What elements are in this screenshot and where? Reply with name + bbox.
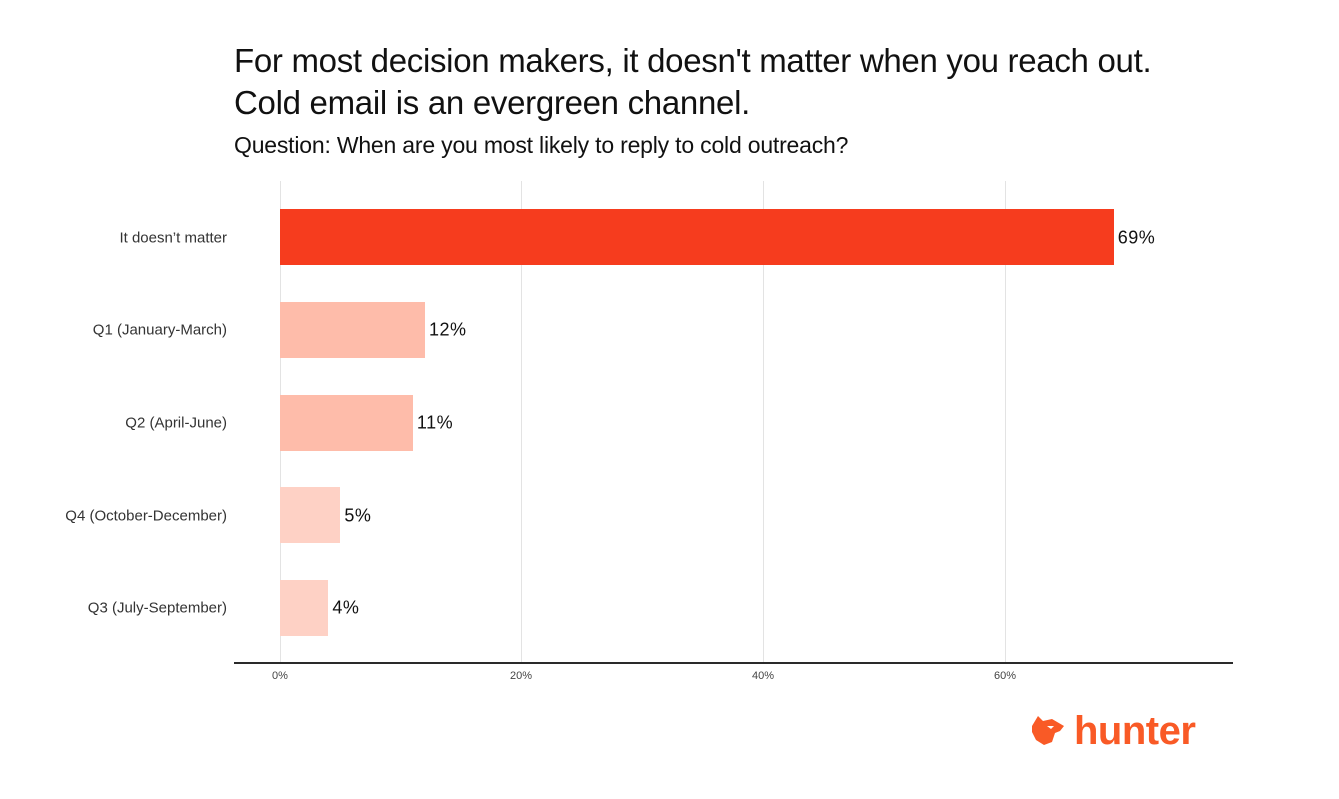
gridline-60 [1005, 181, 1006, 663]
x-tick-label: 60% [993, 670, 1017, 682]
chart-subtitle: Question: When are you most likely to re… [234, 132, 849, 158]
value-label: 69% [1117, 227, 1156, 248]
title-line-1: For most decision makers, it doesn't mat… [234, 42, 1152, 79]
x-tick-label: 0% [272, 670, 288, 682]
bar-q3 [280, 580, 329, 636]
x-tick-label: 20% [509, 670, 533, 682]
category-label: Q1 (January-March) [92, 321, 227, 339]
x-axis-line [234, 662, 1233, 664]
value-label: 11% [416, 412, 454, 433]
title-line-2: Cold email is an evergreen channel. [234, 84, 750, 121]
gridline-20 [521, 181, 522, 663]
value-label: 12% [429, 319, 467, 340]
bar-it-doesnt-matter [280, 209, 1114, 265]
category-label: Q2 (April-June) [125, 414, 227, 432]
category-label: Q4 (October-December) [65, 507, 227, 525]
category-label: Q3 (July-September) [87, 599, 227, 617]
gridline-40 [763, 181, 764, 663]
bar-q4 [280, 487, 341, 543]
value-label: 4% [332, 597, 360, 618]
bar-q1 [280, 302, 425, 358]
logo-text: hunter [1074, 709, 1196, 753]
value-label: 5% [344, 505, 372, 526]
hunter-logo: hunter [1030, 708, 1196, 754]
x-tick-label: 40% [751, 670, 775, 682]
bar-q2 [280, 395, 413, 451]
chart-title: For most decision makers, it doesn't mat… [234, 40, 1152, 124]
category-label: It doesn’t matter [119, 229, 227, 247]
fox-head-icon [1030, 712, 1066, 751]
